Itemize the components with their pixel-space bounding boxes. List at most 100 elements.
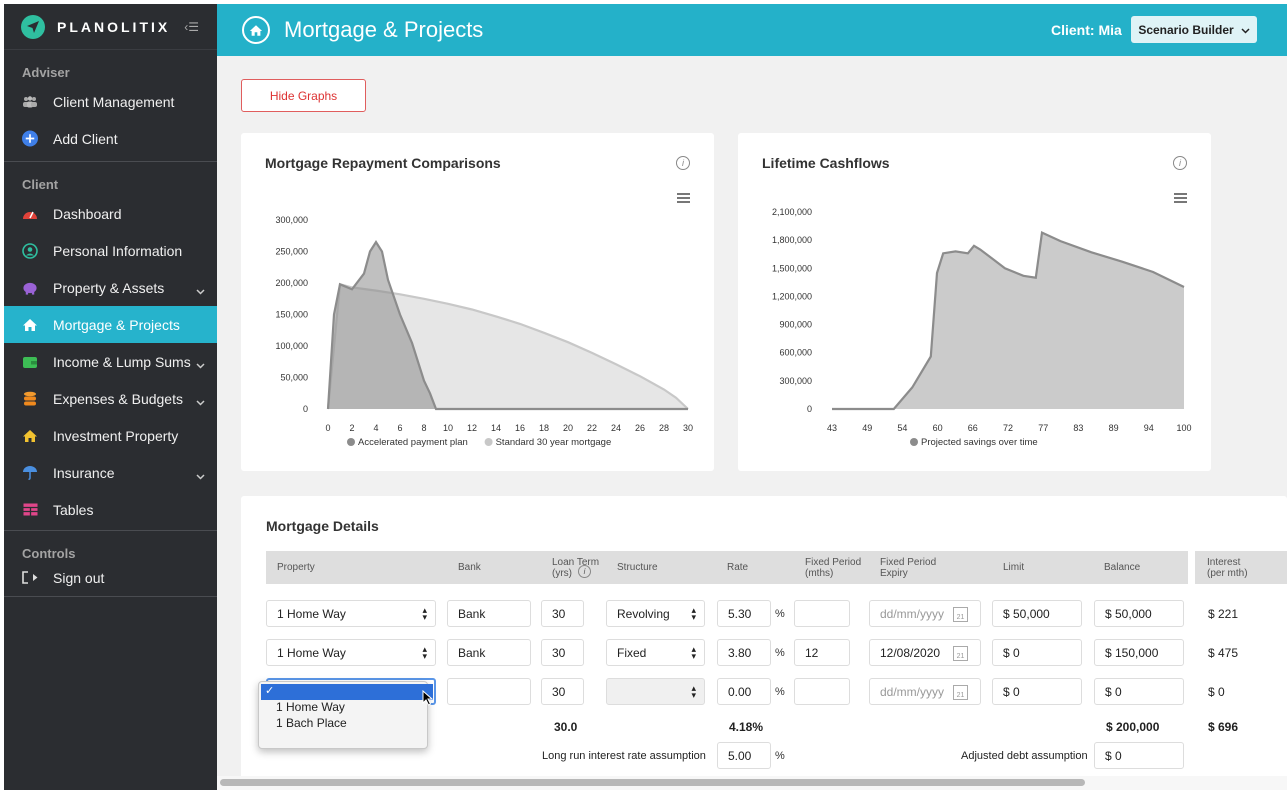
- sidebar-item-income-lump-sums[interactable]: Income & Lump Sums: [4, 343, 217, 380]
- chevron-down-icon: [196, 282, 205, 298]
- col-structure: Structure: [617, 562, 658, 573]
- adjusted-debt-input[interactable]: $ 0: [1094, 742, 1184, 769]
- loan-term-input[interactable]: 30: [541, 600, 584, 627]
- calendar-icon[interactable]: 21: [953, 607, 968, 622]
- percent-sign: %: [775, 608, 785, 620]
- table-header: Property Bank Loan Term (yrs) i Structur…: [266, 551, 1188, 584]
- total-rate: 4.18%: [729, 720, 764, 734]
- sidebar-item-dashboard[interactable]: Dashboard: [4, 195, 217, 232]
- scrollbar-thumb[interactable]: [220, 779, 1085, 786]
- legend-marker[interactable]: [484, 438, 493, 446]
- rate-input[interactable]: 3.80: [717, 639, 771, 666]
- sidebar-item-expenses-budgets[interactable]: Expenses & Budgets: [4, 380, 217, 417]
- percent-sign: %: [775, 750, 785, 762]
- piggy-bank-icon: [22, 280, 38, 296]
- balance-input[interactable]: $ 150,000: [1094, 639, 1184, 666]
- select-arrows-icon: ▴▾: [422, 644, 427, 661]
- limit-input[interactable]: $ 0: [992, 678, 1082, 705]
- rate-input[interactable]: 5.30: [717, 600, 771, 627]
- structure-select[interactable]: Fixed ▴ ▾: [606, 639, 705, 666]
- scenario-builder-button[interactable]: Scenario Builder: [1131, 16, 1257, 43]
- adjusted-debt-label: Adjusted debt assumption: [961, 750, 1088, 762]
- sidebar-item-label: Mortgage & Projects: [53, 316, 180, 333]
- dropdown-option[interactable]: 1 Bach Place: [276, 716, 347, 730]
- brand-name: PLANOLITIX: [57, 18, 171, 35]
- chart-card-cashflows: Lifetime Cashflows i 2,100,000 1,800,000 1…: [738, 133, 1211, 471]
- table-icon: [22, 502, 38, 518]
- balance-input[interactable]: $ 0: [1094, 678, 1184, 705]
- property-select[interactable]: 1 Home Way ▴ ▾: [266, 639, 436, 666]
- select-arrows-icon: ▴▾: [691, 605, 696, 622]
- horizontal-scrollbar[interactable]: [217, 776, 1287, 790]
- long-run-rate-input[interactable]: 5.00: [717, 742, 771, 769]
- hide-graphs-button[interactable]: Hide Graphs: [241, 79, 366, 112]
- sidebar-item-label: Sign out: [53, 569, 105, 586]
- percent-sign: %: [775, 686, 785, 698]
- legend-label[interactable]: Projected savings over time: [921, 437, 1038, 448]
- legend-marker[interactable]: [347, 438, 355, 446]
- sidebar-item-sign-out[interactable]: Sign out: [4, 559, 217, 596]
- bank-input[interactable]: [447, 678, 531, 705]
- sidebar-item-property-assets[interactable]: Property & Assets: [4, 269, 217, 306]
- sidebar-item-insurance[interactable]: Insurance: [4, 454, 217, 491]
- hamburger-menu-icon[interactable]: [677, 193, 690, 205]
- balance-input[interactable]: $ 50,000: [1094, 600, 1184, 627]
- collapse-sidebar-icon[interactable]: ‹☰: [184, 19, 199, 34]
- sidebar-item-investment-property[interactable]: Investment Property: [4, 417, 217, 454]
- calendar-icon[interactable]: 21: [953, 646, 968, 661]
- legend-label[interactable]: Standard 30 year mortgage: [496, 437, 612, 448]
- col-fixed-period: Fixed Period (mths): [805, 556, 862, 579]
- sidebar-item-add-client[interactable]: Add Client: [4, 120, 217, 157]
- mouse-cursor-icon: [422, 690, 434, 706]
- dropdown-option-empty-selected[interactable]: ✓: [261, 684, 433, 700]
- loan-term-input[interactable]: 30: [541, 678, 584, 705]
- x-tick-label: 66: [968, 423, 978, 433]
- x-tick-label: 18: [539, 423, 549, 433]
- bank-input[interactable]: Bank: [447, 639, 531, 666]
- info-icon[interactable]: i: [676, 156, 690, 170]
- col-property: Property: [277, 562, 315, 573]
- rate-input[interactable]: 0.00: [717, 678, 771, 705]
- expiry-date-input[interactable]: dd/mm/yyyy 21: [869, 600, 981, 627]
- info-icon[interactable]: i: [578, 565, 591, 578]
- x-tick-label: 43: [827, 423, 837, 433]
- col-interest: Interest (per mth): [1207, 556, 1248, 579]
- sidebar-item-client-management[interactable]: Client Management: [4, 83, 217, 120]
- structure-select[interactable]: ▴ ▾: [606, 678, 705, 705]
- fixed-period-input[interactable]: 12: [794, 639, 850, 666]
- divider: [4, 161, 217, 162]
- sidebar-item-label: Property & Assets: [53, 279, 165, 296]
- sidebar-item-mortgage-projects[interactable]: Mortgage & Projects: [4, 306, 217, 343]
- dropdown-option[interactable]: 1 Home Way: [276, 700, 345, 714]
- expiry-date-input[interactable]: 12/08/2020 21: [869, 639, 981, 666]
- y-tick-label: 2,100,000: [772, 207, 812, 217]
- bank-input[interactable]: Bank: [447, 600, 531, 627]
- limit-input[interactable]: $ 50,000: [992, 600, 1082, 627]
- x-tick-label: 28: [659, 423, 669, 433]
- loan-term-input[interactable]: 30: [541, 639, 584, 666]
- limit-input[interactable]: $ 0: [992, 639, 1082, 666]
- chevron-down-icon: [196, 393, 205, 409]
- x-tick-label: 22: [587, 423, 597, 433]
- expiry-date-input[interactable]: dd/mm/yyyy 21: [869, 678, 981, 705]
- x-tick-label: 77: [1038, 423, 1048, 433]
- sidebar-item-tables[interactable]: Tables: [4, 491, 217, 528]
- property-select[interactable]: 1 Home Way ▴ ▾: [266, 600, 436, 627]
- calendar-icon[interactable]: 21: [953, 685, 968, 700]
- legend-label[interactable]: Accelerated payment plan: [358, 437, 468, 448]
- sidebar: PLANOLITIX ‹☰ Adviser Client Management …: [4, 4, 217, 790]
- checkmark-icon: ✓: [265, 685, 275, 697]
- legend-marker[interactable]: [910, 438, 918, 446]
- fixed-period-input[interactable]: [794, 678, 850, 705]
- fixed-period-input[interactable]: [794, 600, 850, 627]
- x-tick-label: 83: [1073, 423, 1083, 433]
- x-tick-label: 4: [373, 423, 378, 433]
- table-header-interest: Interest (per mth): [1195, 551, 1287, 584]
- structure-select[interactable]: Revolving ▴ ▾: [606, 600, 705, 627]
- sidebar-item-personal-information[interactable]: Personal Information: [4, 232, 217, 269]
- users-icon: [22, 94, 38, 110]
- info-icon[interactable]: i: [1173, 156, 1187, 170]
- sidebar-item-label: Tables: [53, 501, 94, 518]
- hamburger-menu-icon[interactable]: [1174, 193, 1187, 205]
- x-tick-label: 54: [897, 423, 907, 433]
